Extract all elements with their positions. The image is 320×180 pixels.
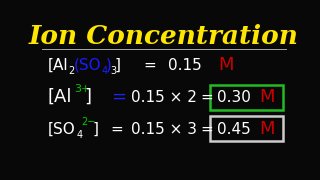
Text: 0.15: 0.15 bbox=[168, 58, 202, 73]
Text: ]: ] bbox=[92, 122, 98, 136]
Text: M: M bbox=[260, 120, 275, 138]
Text: 2−: 2− bbox=[82, 117, 96, 127]
Text: (SO: (SO bbox=[74, 58, 102, 73]
Text: =: = bbox=[111, 88, 126, 106]
Text: =: = bbox=[143, 58, 156, 73]
Text: 0.15 × 2: 0.15 × 2 bbox=[131, 90, 196, 105]
Text: 4: 4 bbox=[101, 66, 108, 76]
Text: 3+: 3+ bbox=[74, 84, 91, 94]
Text: M: M bbox=[219, 56, 234, 74]
Text: 0.30: 0.30 bbox=[217, 90, 251, 105]
Text: ]: ] bbox=[115, 58, 120, 73]
Text: [Al: [Al bbox=[47, 58, 68, 73]
Text: [SO: [SO bbox=[47, 122, 75, 136]
Text: =: = bbox=[200, 122, 213, 136]
Text: [Al: [Al bbox=[47, 88, 72, 106]
Text: 2: 2 bbox=[68, 66, 75, 76]
Text: Ion Concentration: Ion Concentration bbox=[29, 24, 299, 49]
Text: 0.15 × 3: 0.15 × 3 bbox=[131, 122, 196, 136]
Text: 0.45: 0.45 bbox=[217, 122, 251, 136]
Text: M: M bbox=[260, 88, 275, 106]
Text: 3: 3 bbox=[110, 66, 116, 76]
Text: =: = bbox=[200, 90, 213, 105]
Text: 4: 4 bbox=[77, 130, 83, 140]
Text: =: = bbox=[111, 122, 124, 136]
Text: ): ) bbox=[106, 58, 111, 73]
Text: ]: ] bbox=[84, 88, 91, 106]
